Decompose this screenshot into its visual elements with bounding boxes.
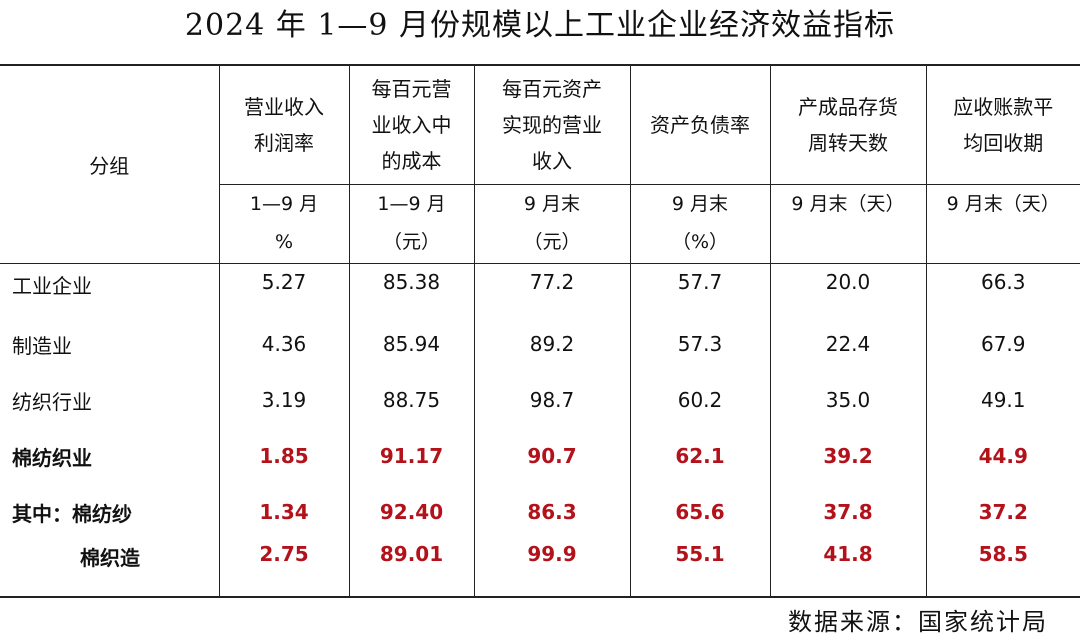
cell-value: 85.38 <box>348 263 474 316</box>
cell-value: 2.75 <box>218 540 349 598</box>
table-row: 棉织造 2.75 89.01 99.9 55.1 41.8 58.5 <box>0 540 1080 598</box>
table-row: 棉纺织业 1.85 91.17 90.7 62.1 39.2 44.9 <box>0 428 1080 484</box>
row-label: 纺织行业 <box>12 389 92 414</box>
group-header: 分组 <box>0 64 219 264</box>
cell-value: 41.8 <box>769 540 926 598</box>
column-header-receivables-period: 应收账款平 均回收期 <box>925 64 1080 185</box>
row-label: 其中：棉纺纱 <box>12 501 132 526</box>
cell-value: 39.2 <box>769 428 926 484</box>
row-label: 棉纺织业 <box>12 445 92 470</box>
cell-value: 99.9 <box>473 540 630 598</box>
data-source-note: 数据来源：国家统计局 <box>788 608 1048 636</box>
cell-value: 49.1 <box>925 372 1080 428</box>
table-row: 工业企业 5.27 85.38 77.2 57.7 20.0 66.3 <box>0 263 1080 316</box>
cell-value: 98.7 <box>473 372 630 428</box>
cell-value: 1.34 <box>218 484 349 540</box>
cell-value: 22.4 <box>769 316 926 372</box>
cell-value: 55.1 <box>629 540 770 598</box>
row-label: 棉织造 <box>0 540 219 598</box>
cell-value: 20.0 <box>769 263 926 316</box>
cell-value: 57.7 <box>629 263 770 316</box>
table-row: 纺织行业 3.19 88.75 98.7 60.2 35.0 49.1 <box>0 372 1080 428</box>
row-label: 制造业 <box>12 333 72 358</box>
cell-value: 89.2 <box>473 316 630 372</box>
table-row: 其中：棉纺纱 1.34 92.40 86.3 65.6 37.8 37.2 <box>0 484 1080 540</box>
cell-value: 3.19 <box>218 372 349 428</box>
column-header-debt-ratio: 资产负债率 <box>629 64 770 185</box>
cell-value: 88.75 <box>348 372 474 428</box>
cell-value: 67.9 <box>925 316 1080 372</box>
unit-revenue-per-100-assets: 9 月末 （元） <box>473 184 630 264</box>
cell-value: 1.85 <box>218 428 349 484</box>
column-header-cost-per-100: 每百元营 业收入中 的成本 <box>348 64 474 185</box>
cell-value: 4.36 <box>218 316 349 372</box>
cell-value: 44.9 <box>925 428 1080 484</box>
unit-receivables-period: 9 月末（天） <box>925 184 1080 264</box>
unit-profit-rate: 1—9 月 % <box>218 184 349 264</box>
column-header-inventory-turnover: 产成品存货 周转天数 <box>769 64 926 185</box>
cell-value: 35.0 <box>769 372 926 428</box>
table-row: 制造业 4.36 85.94 89.2 57.3 22.4 67.9 <box>0 316 1080 372</box>
row-label: 工业企业 <box>0 263 219 316</box>
header-row: 分组 营业收入 利润率 每百元营 业收入中 的成本 每百元资产 实现的营业 收入… <box>0 64 1080 264</box>
cell-value: 62.1 <box>629 428 770 484</box>
cell-value: 86.3 <box>473 484 630 540</box>
cell-value: 37.8 <box>769 484 926 540</box>
unit-row: 1—9 月 % 1—9 月 （元） 9 月末 （元） 9 月末 （%） 9 月末… <box>0 184 1080 264</box>
cell-value: 77.2 <box>473 263 630 316</box>
column-header-revenue-per-100-assets: 每百元资产 实现的营业 收入 <box>473 64 630 185</box>
cell-value: 58.5 <box>925 540 1080 598</box>
cell-value: 60.2 <box>629 372 770 428</box>
cell-value: 90.7 <box>473 428 630 484</box>
page-title: 2024 年 1—9 月份规模以上工业企业经济效益指标 <box>184 8 896 43</box>
cell-value: 85.94 <box>348 316 474 372</box>
cell-value: 5.27 <box>218 263 349 316</box>
cell-value: 65.6 <box>629 484 770 540</box>
unit-debt-ratio: 9 月末 （%） <box>629 184 770 264</box>
unit-inventory-turnover: 9 月末（天） <box>769 184 926 264</box>
unit-cost-per-100: 1—9 月 （元） <box>348 184 474 264</box>
cell-value: 57.3 <box>629 316 770 372</box>
cell-value: 92.40 <box>348 484 474 540</box>
cell-value: 66.3 <box>925 263 1080 316</box>
cell-value: 37.2 <box>925 484 1080 540</box>
economic-indicators-table: 分组 营业收入 利润率 每百元营 业收入中 的成本 每百元资产 实现的营业 收入… <box>0 64 1080 598</box>
column-header-profit-rate: 营业收入 利润率 <box>218 64 349 185</box>
cell-value: 89.01 <box>348 540 474 598</box>
cell-value: 91.17 <box>348 428 474 484</box>
